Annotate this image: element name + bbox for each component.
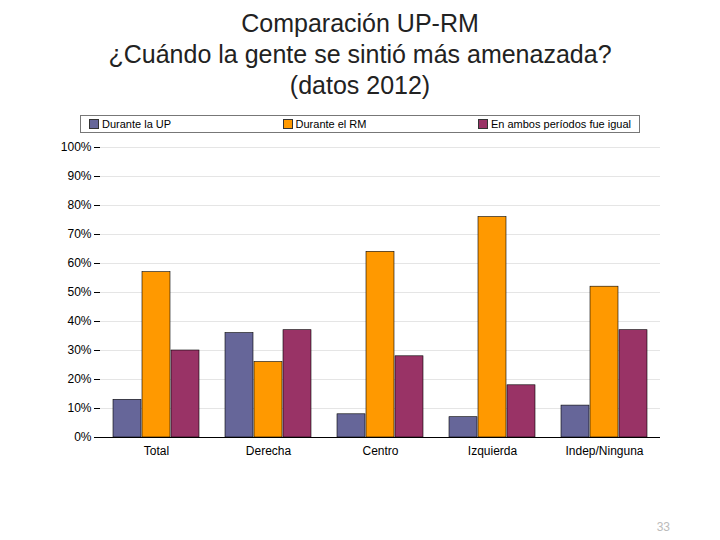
- svg-text:Centro: Centro: [362, 444, 398, 458]
- html-text:Durante el RM: Durante el RM: [295, 118, 367, 130]
- svg-text:Derecha: Derecha: [246, 444, 292, 458]
- svg-text:80%: 80%: [67, 198, 91, 212]
- svg-text:90%: 90%: [67, 169, 91, 183]
- svg-text:Total: Total: [144, 444, 169, 458]
- svg-text:Indep/Ninguna: Indep/Ninguna: [565, 444, 643, 458]
- svg-text:60%: 60%: [67, 256, 91, 270]
- svg-text:0%: 0%: [74, 430, 92, 444]
- html-text:(datos 2012): (datos 2012): [289, 71, 431, 99]
- html-text:¿Cuándo la gente se sintió más: ¿Cuándo la gente se sintió más amenazada…: [108, 40, 612, 68]
- svg-text:10%: 10%: [67, 401, 91, 415]
- svg-text:40%: 40%: [67, 314, 91, 328]
- html-text:Comparación UP-RM: Comparación UP-RM: [241, 9, 479, 37]
- svg-text:50%: 50%: [67, 285, 91, 299]
- svg-text:100%: 100%: [61, 140, 92, 154]
- svg-text:70%: 70%: [67, 227, 91, 241]
- svg-text:20%: 20%: [67, 372, 91, 386]
- html-text:En ambos períodos fue igual: En ambos períodos fue igual: [491, 118, 631, 130]
- svg-text:Izquierda: Izquierda: [468, 444, 518, 458]
- html-text:33: 33: [656, 520, 670, 534]
- svg-text:30%: 30%: [67, 343, 91, 357]
- html-text:Durante la UP: Durante la UP: [102, 118, 172, 130]
